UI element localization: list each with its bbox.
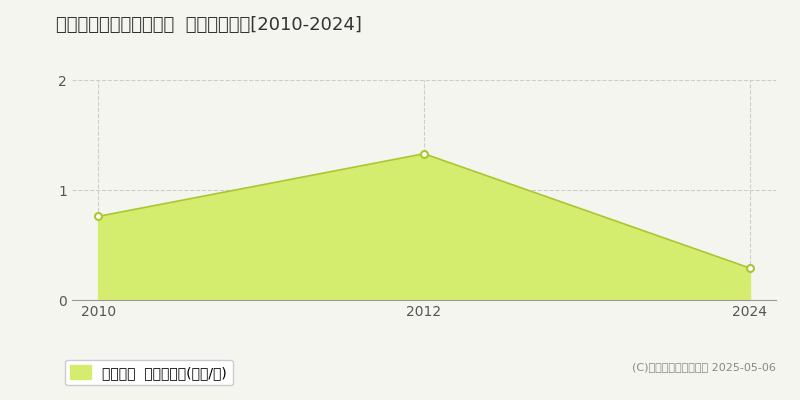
- Legend: 土地価格  平均坪単価(万円/坪): 土地価格 平均坪単価(万円/坪): [65, 360, 233, 386]
- Text: (C)土地価格ドットコム 2025-05-06: (C)土地価格ドットコム 2025-05-06: [632, 362, 776, 372]
- Text: 大島郡周防大島町東三蒲  土地価格推移[2010-2024]: 大島郡周防大島町東三蒲 土地価格推移[2010-2024]: [56, 16, 362, 34]
